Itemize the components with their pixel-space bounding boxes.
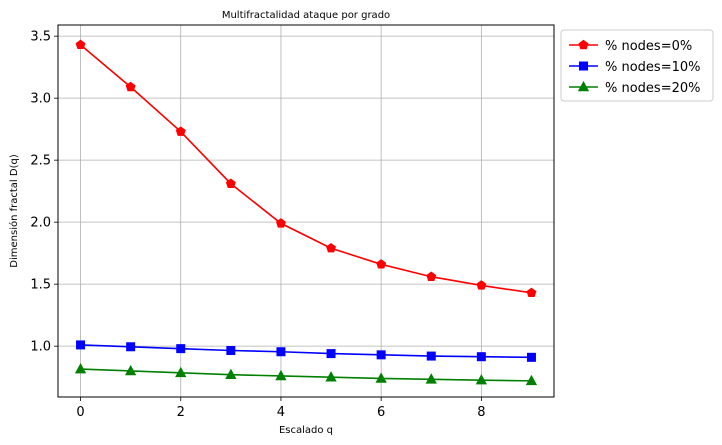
legend-label: % nodes=0% xyxy=(605,39,692,54)
legend-label: % nodes=20% xyxy=(605,81,701,96)
x-axis: 0 2 4 6 8 xyxy=(76,397,485,420)
data-point xyxy=(225,178,236,188)
legend: % nodes=0% % nodes=10% % nodes=20% xyxy=(560,29,714,102)
y-tick-label: 3.0 xyxy=(30,92,51,107)
x-tick-label: 0 xyxy=(76,405,84,420)
legend-item: % nodes=20% xyxy=(569,80,701,96)
y-tick-label: 3.5 xyxy=(30,30,51,45)
legend-marker xyxy=(579,61,588,71)
data-point xyxy=(426,351,436,361)
data-point xyxy=(376,350,386,360)
data-point xyxy=(526,352,536,362)
series-1 xyxy=(76,340,536,362)
data-point xyxy=(275,369,287,381)
series-line xyxy=(80,368,532,382)
legend-item: % nodes=10% xyxy=(569,60,701,75)
data-point xyxy=(126,342,136,352)
y-tick-label: 2.0 xyxy=(30,216,51,231)
data-point xyxy=(225,368,237,379)
data-point xyxy=(175,366,187,378)
series-2 xyxy=(74,363,538,386)
data-point xyxy=(276,347,286,357)
x-tick-label: 4 xyxy=(277,405,285,420)
data-point xyxy=(326,349,336,359)
data-point xyxy=(475,374,487,385)
data-point xyxy=(425,373,437,384)
y-tick-label: 2.5 xyxy=(30,154,51,169)
x-tick-label: 2 xyxy=(177,405,185,420)
y-tick-label: 1.0 xyxy=(30,340,51,355)
y-tick-label: 1.5 xyxy=(30,278,51,293)
series-0 xyxy=(75,39,537,298)
data-point xyxy=(375,372,387,383)
data-point xyxy=(76,340,86,350)
data-point xyxy=(74,363,87,374)
data-point xyxy=(525,374,538,386)
data-point xyxy=(326,242,337,253)
series-layer xyxy=(74,39,538,386)
data-point xyxy=(476,352,486,362)
data-point xyxy=(125,364,137,376)
y-axis-label: Dimensión fractal D(q) xyxy=(8,154,20,268)
x-tick-label: 6 xyxy=(377,405,385,420)
data-point xyxy=(226,346,236,355)
data-point xyxy=(175,126,186,136)
legend-marker xyxy=(578,39,589,50)
legend-item: % nodes=0% xyxy=(569,39,692,54)
legend-marker xyxy=(577,80,590,92)
data-point xyxy=(426,271,437,281)
series-line xyxy=(80,44,532,294)
data-point xyxy=(75,39,86,50)
legend-label: % nodes=10% xyxy=(605,60,701,75)
data-point xyxy=(275,218,286,228)
x-axis-label: Escalado q xyxy=(279,425,333,436)
data-point xyxy=(125,81,136,92)
data-point xyxy=(376,259,387,269)
legend-box xyxy=(560,29,714,102)
x-tick-label: 8 xyxy=(477,405,485,420)
data-point xyxy=(476,280,487,290)
series-line xyxy=(80,344,532,359)
data-point xyxy=(325,371,337,382)
data-point xyxy=(176,344,186,354)
data-point xyxy=(526,287,537,298)
grid xyxy=(58,25,554,397)
plot-frame xyxy=(57,24,555,398)
chart-title: Multifractalidad ataque por grado xyxy=(222,10,390,21)
y-axis: 1.0 1.5 2.0 2.5 3.0 3.5 xyxy=(30,30,58,355)
